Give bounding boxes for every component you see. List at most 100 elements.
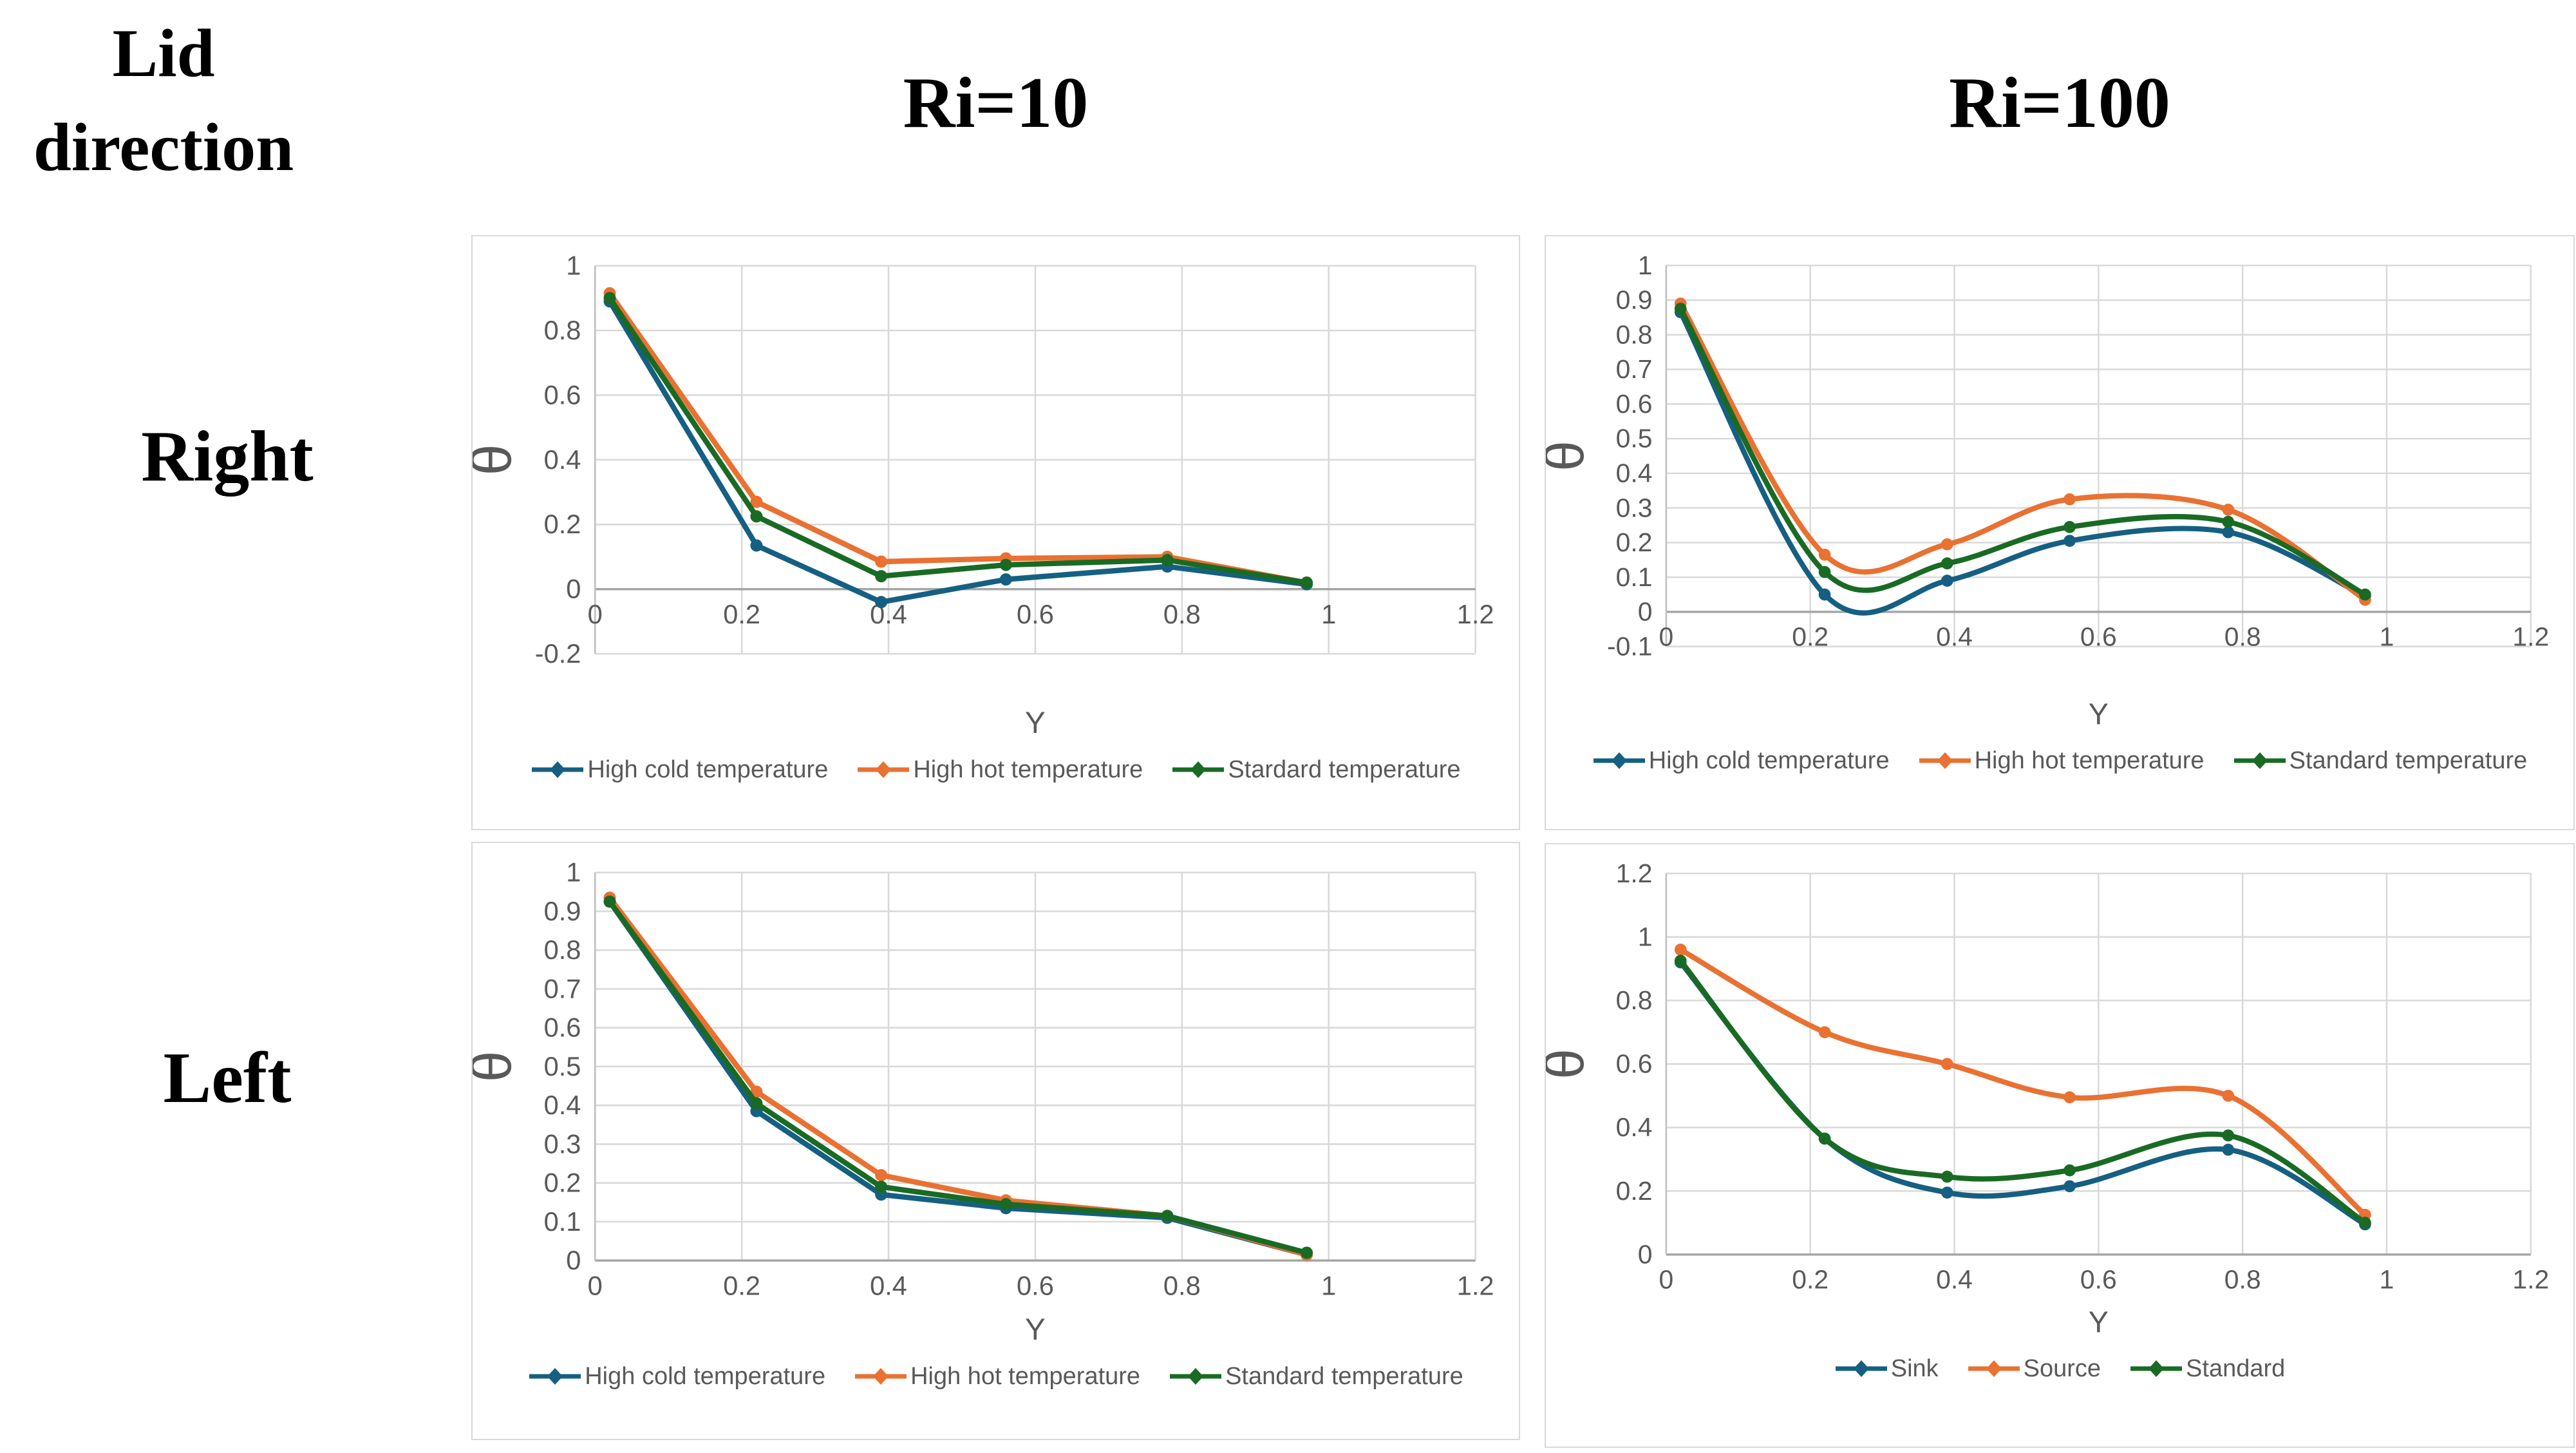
svg-text:0.1: 0.1 bbox=[544, 1206, 581, 1237]
legend-label: Standard bbox=[2186, 1354, 2286, 1382]
legend-marker-icon bbox=[1593, 752, 1645, 770]
legend-label: Standard temperature bbox=[1225, 1362, 1463, 1390]
legend-label: High hot temperature bbox=[1974, 746, 2205, 774]
svg-text:θ: θ bbox=[473, 444, 523, 476]
svg-text:1.2: 1.2 bbox=[1457, 1271, 1494, 1301]
column-header-ri10: Ri=10 bbox=[903, 63, 1089, 143]
svg-text:0: 0 bbox=[1638, 597, 1653, 627]
svg-text:0.9: 0.9 bbox=[544, 896, 581, 926]
legend-label: Source bbox=[2023, 1354, 2101, 1382]
legend-label: Stardard temperature bbox=[1228, 755, 1461, 783]
svg-text:-0.1: -0.1 bbox=[1607, 631, 1652, 661]
svg-text:0: 0 bbox=[566, 574, 581, 604]
svg-text:1: 1 bbox=[2380, 1264, 2394, 1294]
column-header-ri100: Ri=100 bbox=[1949, 63, 2170, 143]
svg-text:0.6: 0.6 bbox=[544, 379, 581, 410]
svg-text:0.2: 0.2 bbox=[1792, 1264, 1829, 1294]
svg-text:0.8: 0.8 bbox=[544, 315, 581, 345]
corner-header-line2: direction bbox=[33, 109, 294, 185]
svg-text:0.4: 0.4 bbox=[1616, 459, 1653, 488]
svg-text:Y: Y bbox=[2089, 1305, 2109, 1338]
svg-text:0.4: 0.4 bbox=[870, 1271, 907, 1301]
svg-text:1: 1 bbox=[1638, 922, 1653, 951]
line-chart-left-ri100: 0 0.2 0.4 0.6 0.8 1 1.2 0 0.2 0.4 0.6 0.8 1 1.2 Yθ bbox=[1546, 859, 2549, 1339]
svg-text:0.8: 0.8 bbox=[2224, 622, 2261, 652]
legend-item: Standard temperature bbox=[1169, 1363, 1463, 1391]
chart-panel-left-ri100: 0 0.2 0.4 0.6 0.8 1 1.2 0 0.2 0.4 0.6 0.8 1 1.2 Yθ Sin… bbox=[1545, 843, 2575, 1448]
svg-text:0.4: 0.4 bbox=[1936, 622, 1973, 652]
svg-text:0.5: 0.5 bbox=[544, 1051, 581, 1081]
svg-text:0.6: 0.6 bbox=[2080, 1264, 2117, 1294]
svg-text:0: 0 bbox=[588, 1271, 603, 1301]
svg-text:0.5: 0.5 bbox=[1616, 424, 1653, 453]
svg-text:0.8: 0.8 bbox=[2224, 1264, 2261, 1294]
row-header-right: Right bbox=[141, 417, 314, 497]
legend-item: High hot temperature bbox=[854, 1363, 1140, 1391]
svg-text:0.2: 0.2 bbox=[723, 599, 760, 629]
line-chart-left-ri10: 0 0.2 0.4 0.6 0.8 1 1.2 0 0.1 0.2 0.3 0.4 0.5 0.6 0.7 0… bbox=[473, 857, 1494, 1347]
svg-text:0.2: 0.2 bbox=[544, 1168, 581, 1198]
legend-label: High cold temperature bbox=[585, 1362, 826, 1390]
svg-text:0.2: 0.2 bbox=[1616, 1176, 1653, 1206]
svg-text:0: 0 bbox=[1638, 1239, 1653, 1269]
row-header-left: Left bbox=[163, 1038, 292, 1118]
svg-text:θ: θ bbox=[1546, 441, 1595, 471]
legend-marker-icon bbox=[1835, 1360, 1887, 1378]
svg-text:0: 0 bbox=[588, 599, 603, 629]
legend-item: High cold temperature bbox=[528, 1363, 825, 1391]
legend-marker-icon bbox=[2130, 1360, 2183, 1378]
legend-item: Sink bbox=[1834, 1355, 1939, 1383]
svg-text:1: 1 bbox=[566, 857, 581, 888]
svg-text:0.2: 0.2 bbox=[1792, 622, 1829, 652]
legend-marker-icon bbox=[1919, 752, 1971, 770]
corner-header: Lid direction bbox=[5, 6, 322, 195]
chart-panel-right-ri10: 00.20.40.60.811.2-0.200.20.40.60.81Yθ Hi… bbox=[471, 235, 1520, 830]
svg-text:Y: Y bbox=[1025, 706, 1046, 740]
svg-text:θ: θ bbox=[1546, 1049, 1595, 1079]
svg-text:0.2: 0.2 bbox=[544, 509, 581, 539]
svg-text:0.4: 0.4 bbox=[1936, 1264, 1973, 1294]
svg-text:0.3: 0.3 bbox=[1616, 493, 1653, 522]
corner-header-line1: Lid bbox=[112, 15, 215, 91]
svg-text:0.8: 0.8 bbox=[1163, 1271, 1201, 1301]
svg-text:0.7: 0.7 bbox=[1616, 354, 1653, 384]
svg-text:0.7: 0.7 bbox=[544, 973, 581, 1003]
svg-text:0.6: 0.6 bbox=[544, 1012, 581, 1043]
svg-text:1: 1 bbox=[1321, 599, 1336, 629]
legend-label: Standard temperature bbox=[2289, 746, 2528, 774]
svg-text:1.2: 1.2 bbox=[1457, 599, 1494, 629]
svg-text:0.4: 0.4 bbox=[1616, 1112, 1653, 1142]
svg-text:0.8: 0.8 bbox=[544, 935, 581, 965]
legend-label: High cold temperature bbox=[1648, 746, 1890, 774]
legend-label: High cold temperature bbox=[587, 755, 829, 783]
svg-text:0.6: 0.6 bbox=[2080, 622, 2117, 652]
legend-item: Standard bbox=[2129, 1355, 2285, 1383]
legend-marker-icon bbox=[529, 1368, 581, 1385]
legend-left-ri10: High cold temperature High hot temperatur… bbox=[473, 1363, 1519, 1391]
svg-text:0.8: 0.8 bbox=[1616, 985, 1653, 1015]
svg-text:0: 0 bbox=[1659, 1264, 1673, 1294]
svg-text:0: 0 bbox=[1659, 622, 1673, 652]
legend-left-ri100: Sink Source Standard bbox=[1546, 1355, 2573, 1383]
legend-marker-icon bbox=[1172, 761, 1225, 779]
legend-marker-icon bbox=[858, 761, 910, 779]
svg-text:Y: Y bbox=[2089, 697, 2109, 730]
svg-text:0.1: 0.1 bbox=[1616, 562, 1653, 592]
svg-text:1: 1 bbox=[1638, 251, 1653, 280]
legend-label: High hot temperature bbox=[910, 1362, 1141, 1390]
svg-text:1.2: 1.2 bbox=[1616, 859, 1653, 888]
svg-text:0.2: 0.2 bbox=[723, 1271, 760, 1301]
svg-text:1: 1 bbox=[2380, 622, 2394, 652]
svg-text:1.2: 1.2 bbox=[2512, 1264, 2549, 1294]
svg-text:0.4: 0.4 bbox=[544, 1090, 581, 1120]
chart-panel-left-ri10: 0 0.2 0.4 0.6 0.8 1 1.2 0 0.1 0.2 0.3 0.4 0.5 0.6 0.7 0… bbox=[471, 842, 1520, 1440]
legend-item: Source bbox=[1967, 1355, 2101, 1383]
svg-text:0.8: 0.8 bbox=[1616, 319, 1653, 349]
svg-text:0: 0 bbox=[566, 1245, 581, 1275]
legend-item: High hot temperature bbox=[856, 756, 1143, 784]
legend-marker-icon bbox=[1968, 1360, 2020, 1378]
svg-text:0.6: 0.6 bbox=[1017, 1271, 1054, 1301]
legend-marker-icon bbox=[855, 1368, 907, 1385]
svg-text:Y: Y bbox=[1025, 1313, 1046, 1347]
